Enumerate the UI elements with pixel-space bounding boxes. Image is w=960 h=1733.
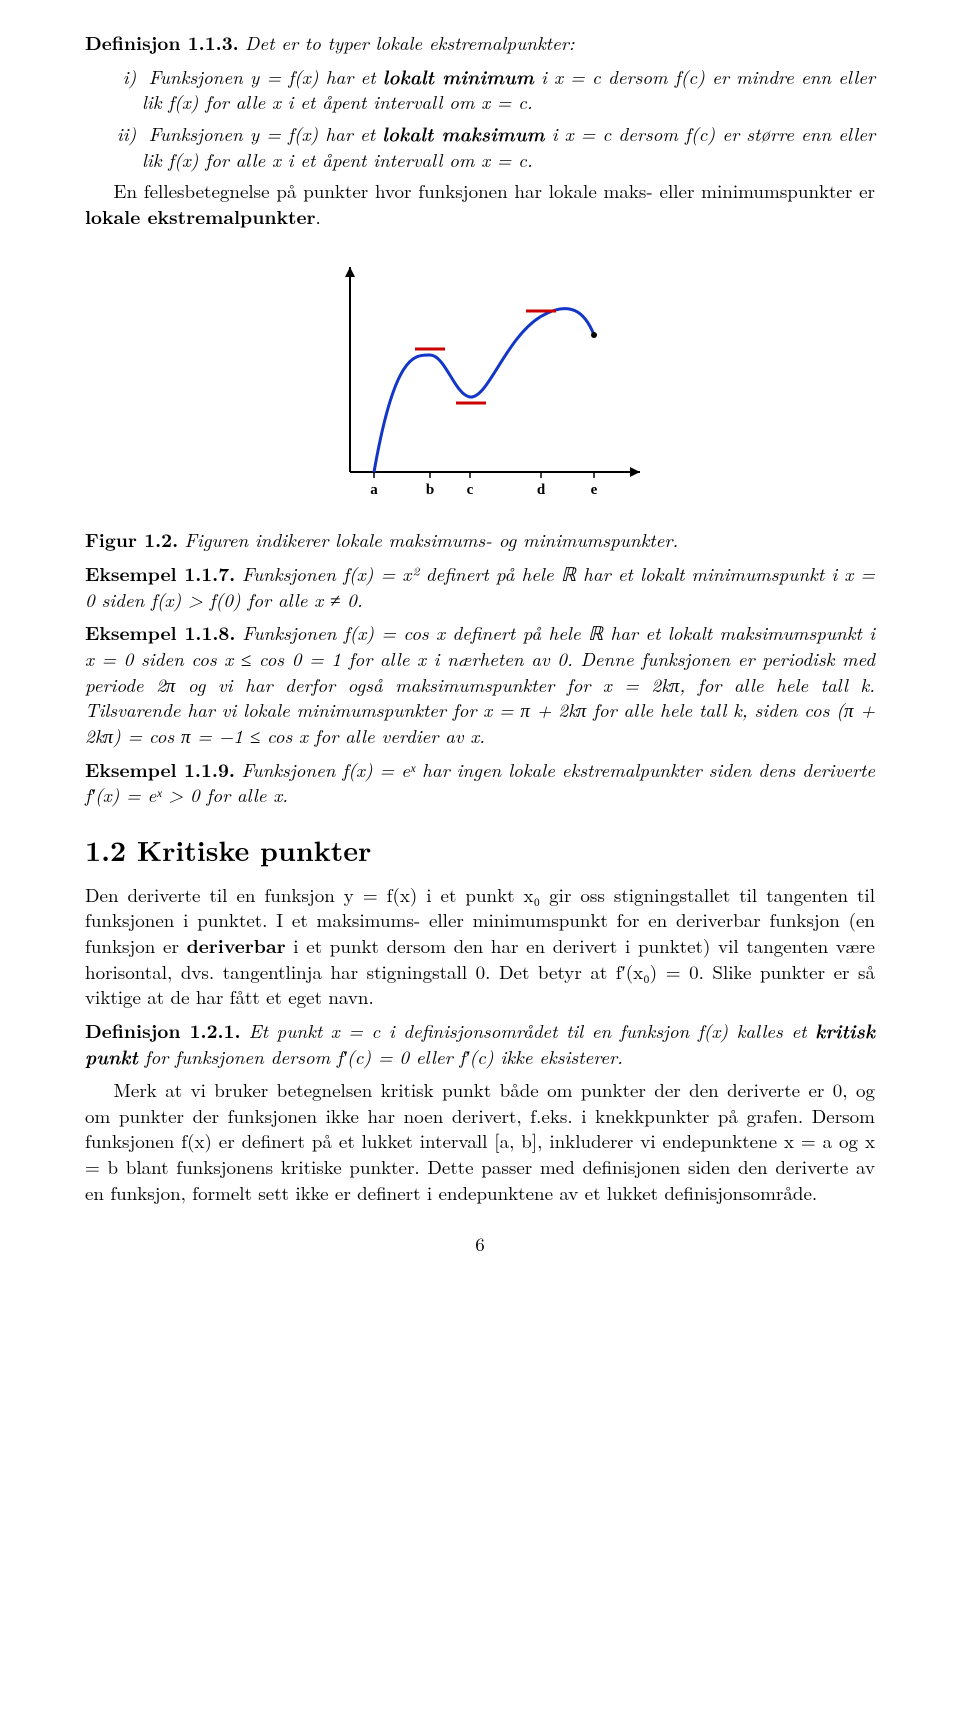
page-number: 6: [85, 1231, 875, 1257]
item-i-label: i): [104, 64, 136, 90]
sec-1-2-p1: Den deriverte til en funksjon y = f(x) i…: [85, 882, 875, 1010]
def-1-2-1: Definisjon 1.2.1. Et punkt x = c i defin…: [85, 1018, 875, 1069]
item-ii-bold: lokalt maksimum: [382, 119, 544, 147]
def-1-2-1-head: Definisjon 1.2.1.: [85, 1016, 241, 1044]
def-1-1-3-introtext: Det er to typer lokale ekstremalpunkter:: [245, 29, 575, 56]
fig-1-2-head: Figur 1.2.: [85, 525, 178, 553]
def-1-1-3-intro: Definisjon 1.1.3. Det er to typer lokale…: [85, 30, 875, 56]
ex-1-1-8: Eksempel 1.1.8. Funksjonen f(x) = cos x …: [85, 620, 875, 748]
ex-1-1-9-head: Eksempel 1.1.9.: [85, 755, 235, 783]
def-1-1-3-follow: En fellesbetegnelse på punkter hvor funk…: [85, 178, 875, 229]
sec-1-2-title: 1.2 Kritiske punkter: [85, 832, 875, 870]
note-1-2: Merk at vi bruker betegnelsen kritisk pu…: [85, 1077, 875, 1205]
fig-1-2-text: Figuren indikerer lokale maksimums- og m…: [184, 526, 678, 553]
figure-1-2-caption: Figur 1.2. Figuren indikerer lokale maks…: [85, 527, 875, 553]
ex-1-1-7-head: Eksempel 1.1.7.: [85, 559, 235, 587]
svg-text:b: b: [426, 482, 434, 498]
def-1-1-3-head: Definisjon 1.1.3.: [85, 28, 239, 56]
def-1-1-3-item-i: i) Funksjonen y = f(x) har et lokalt min…: [133, 64, 876, 115]
item-ii-text-a: Funksjonen y = f(x) har et: [149, 120, 383, 147]
def-1-2-1-a: Et punkt x = c i definisjonsområdet til …: [249, 1017, 815, 1044]
item-i-bold: lokalt minimum: [383, 62, 534, 90]
follow-bold: lokale ekstremalpunkter: [85, 202, 316, 230]
item-i-text-a: Funksjonen y = f(x) har et: [149, 63, 383, 90]
def-1-2-1-b: for funksjonen dersom f′(c) = 0 eller f′…: [138, 1043, 623, 1070]
svg-text:e: e: [591, 482, 598, 498]
follow-a: En fellesbetegnelse på punkter hvor funk…: [114, 177, 876, 204]
svg-text:c: c: [467, 482, 474, 498]
svg-text:a: a: [370, 482, 378, 498]
ex-1-1-7: Eksempel 1.1.7. Funksjonen f(x) = x² def…: [85, 561, 875, 612]
figure-1-2: a b c d e: [85, 257, 875, 507]
def-1-1-3-item-ii: ii) Funksjonen y = f(x) har et lokalt ma…: [133, 121, 876, 172]
item-ii-label: ii): [104, 121, 136, 147]
follow-b: .: [316, 203, 321, 230]
figure-1-2-svg: a b c d e: [310, 257, 650, 507]
ex-1-1-9: Eksempel 1.1.9. Funksjonen f(x) = eˣ har…: [85, 757, 875, 808]
sec-1-2-p1-bold: deriverbar: [187, 931, 286, 959]
ex-1-1-8-head: Eksempel 1.1.8.: [85, 618, 235, 646]
svg-text:d: d: [537, 482, 546, 498]
